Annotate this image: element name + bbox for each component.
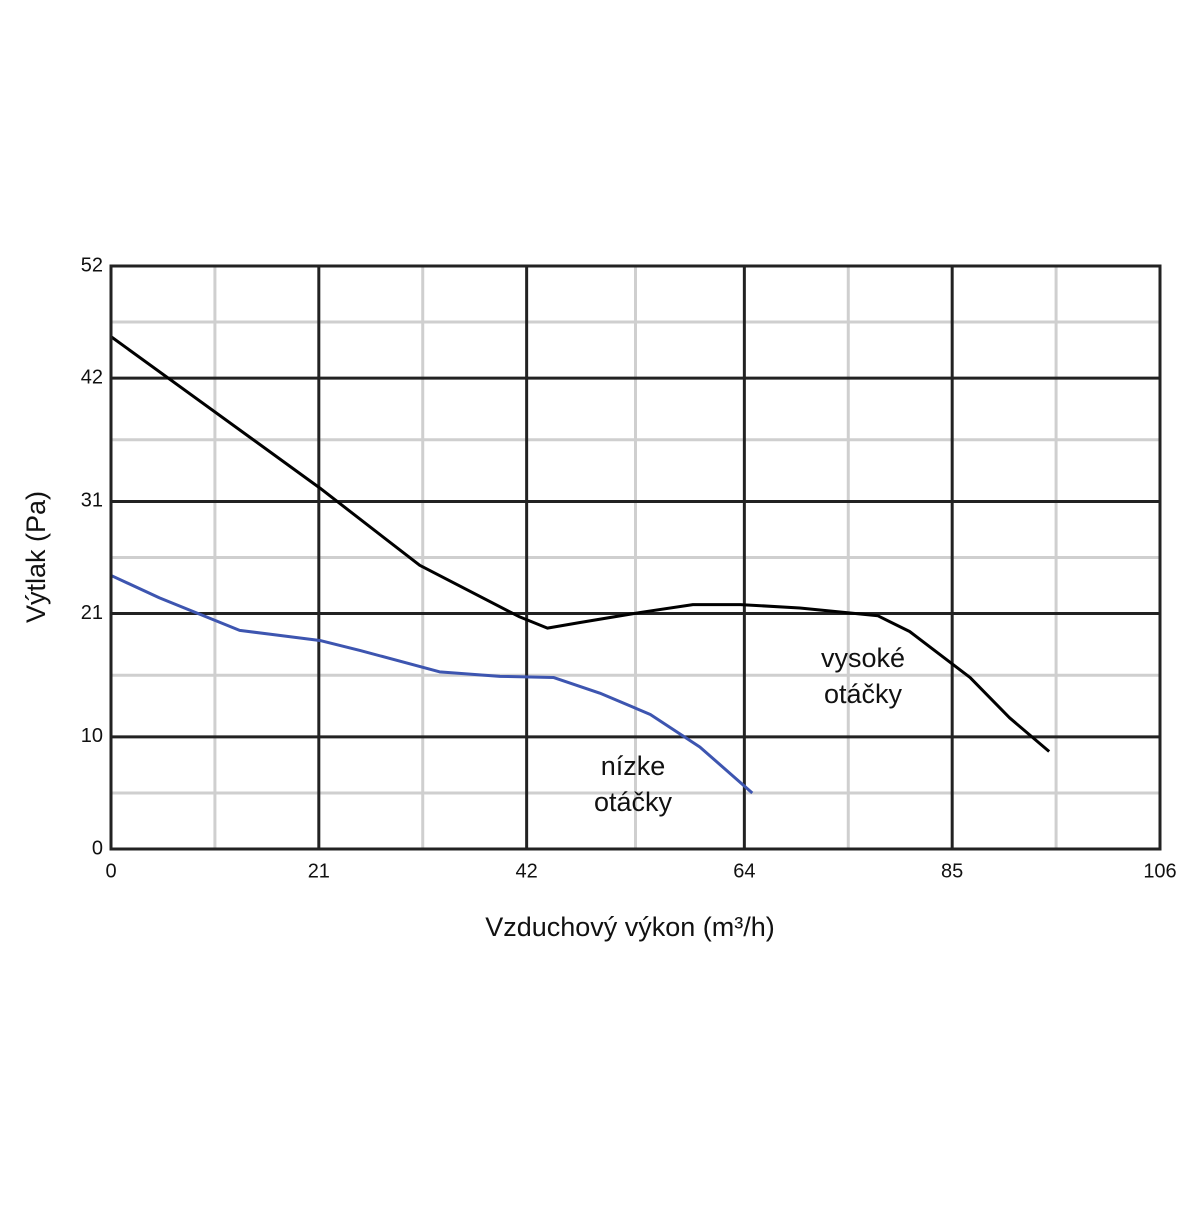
x-tick-label: 42 xyxy=(516,860,538,882)
x-tick-label: 21 xyxy=(308,860,330,882)
y-tick-label: 0 xyxy=(92,837,103,859)
annotation: otáčky xyxy=(824,679,903,709)
x-axis-label: Vzduchový výkon (m³/h) xyxy=(485,912,775,942)
x-tick-label: 85 xyxy=(941,860,963,882)
lines xyxy=(110,335,1051,795)
annotation: otáčky xyxy=(594,787,673,817)
x-tick-label: 106 xyxy=(1143,860,1176,882)
annotation: vysoké xyxy=(821,643,905,673)
series-line xyxy=(110,335,1051,753)
x-tick-label: 0 xyxy=(105,860,116,882)
y-tick-label: 52 xyxy=(81,254,103,276)
x-tick-label: 64 xyxy=(733,860,755,882)
plot-frame xyxy=(109,264,1162,851)
y-tick-label: 10 xyxy=(81,725,103,747)
annotation: nízke xyxy=(601,751,666,781)
y-axis-label: Výtlak (Pa) xyxy=(21,491,51,623)
y-tick-label: 31 xyxy=(81,490,103,512)
y-tick-label: 21 xyxy=(81,602,103,624)
series-line xyxy=(110,574,754,795)
y-tick-label: 42 xyxy=(81,366,103,388)
